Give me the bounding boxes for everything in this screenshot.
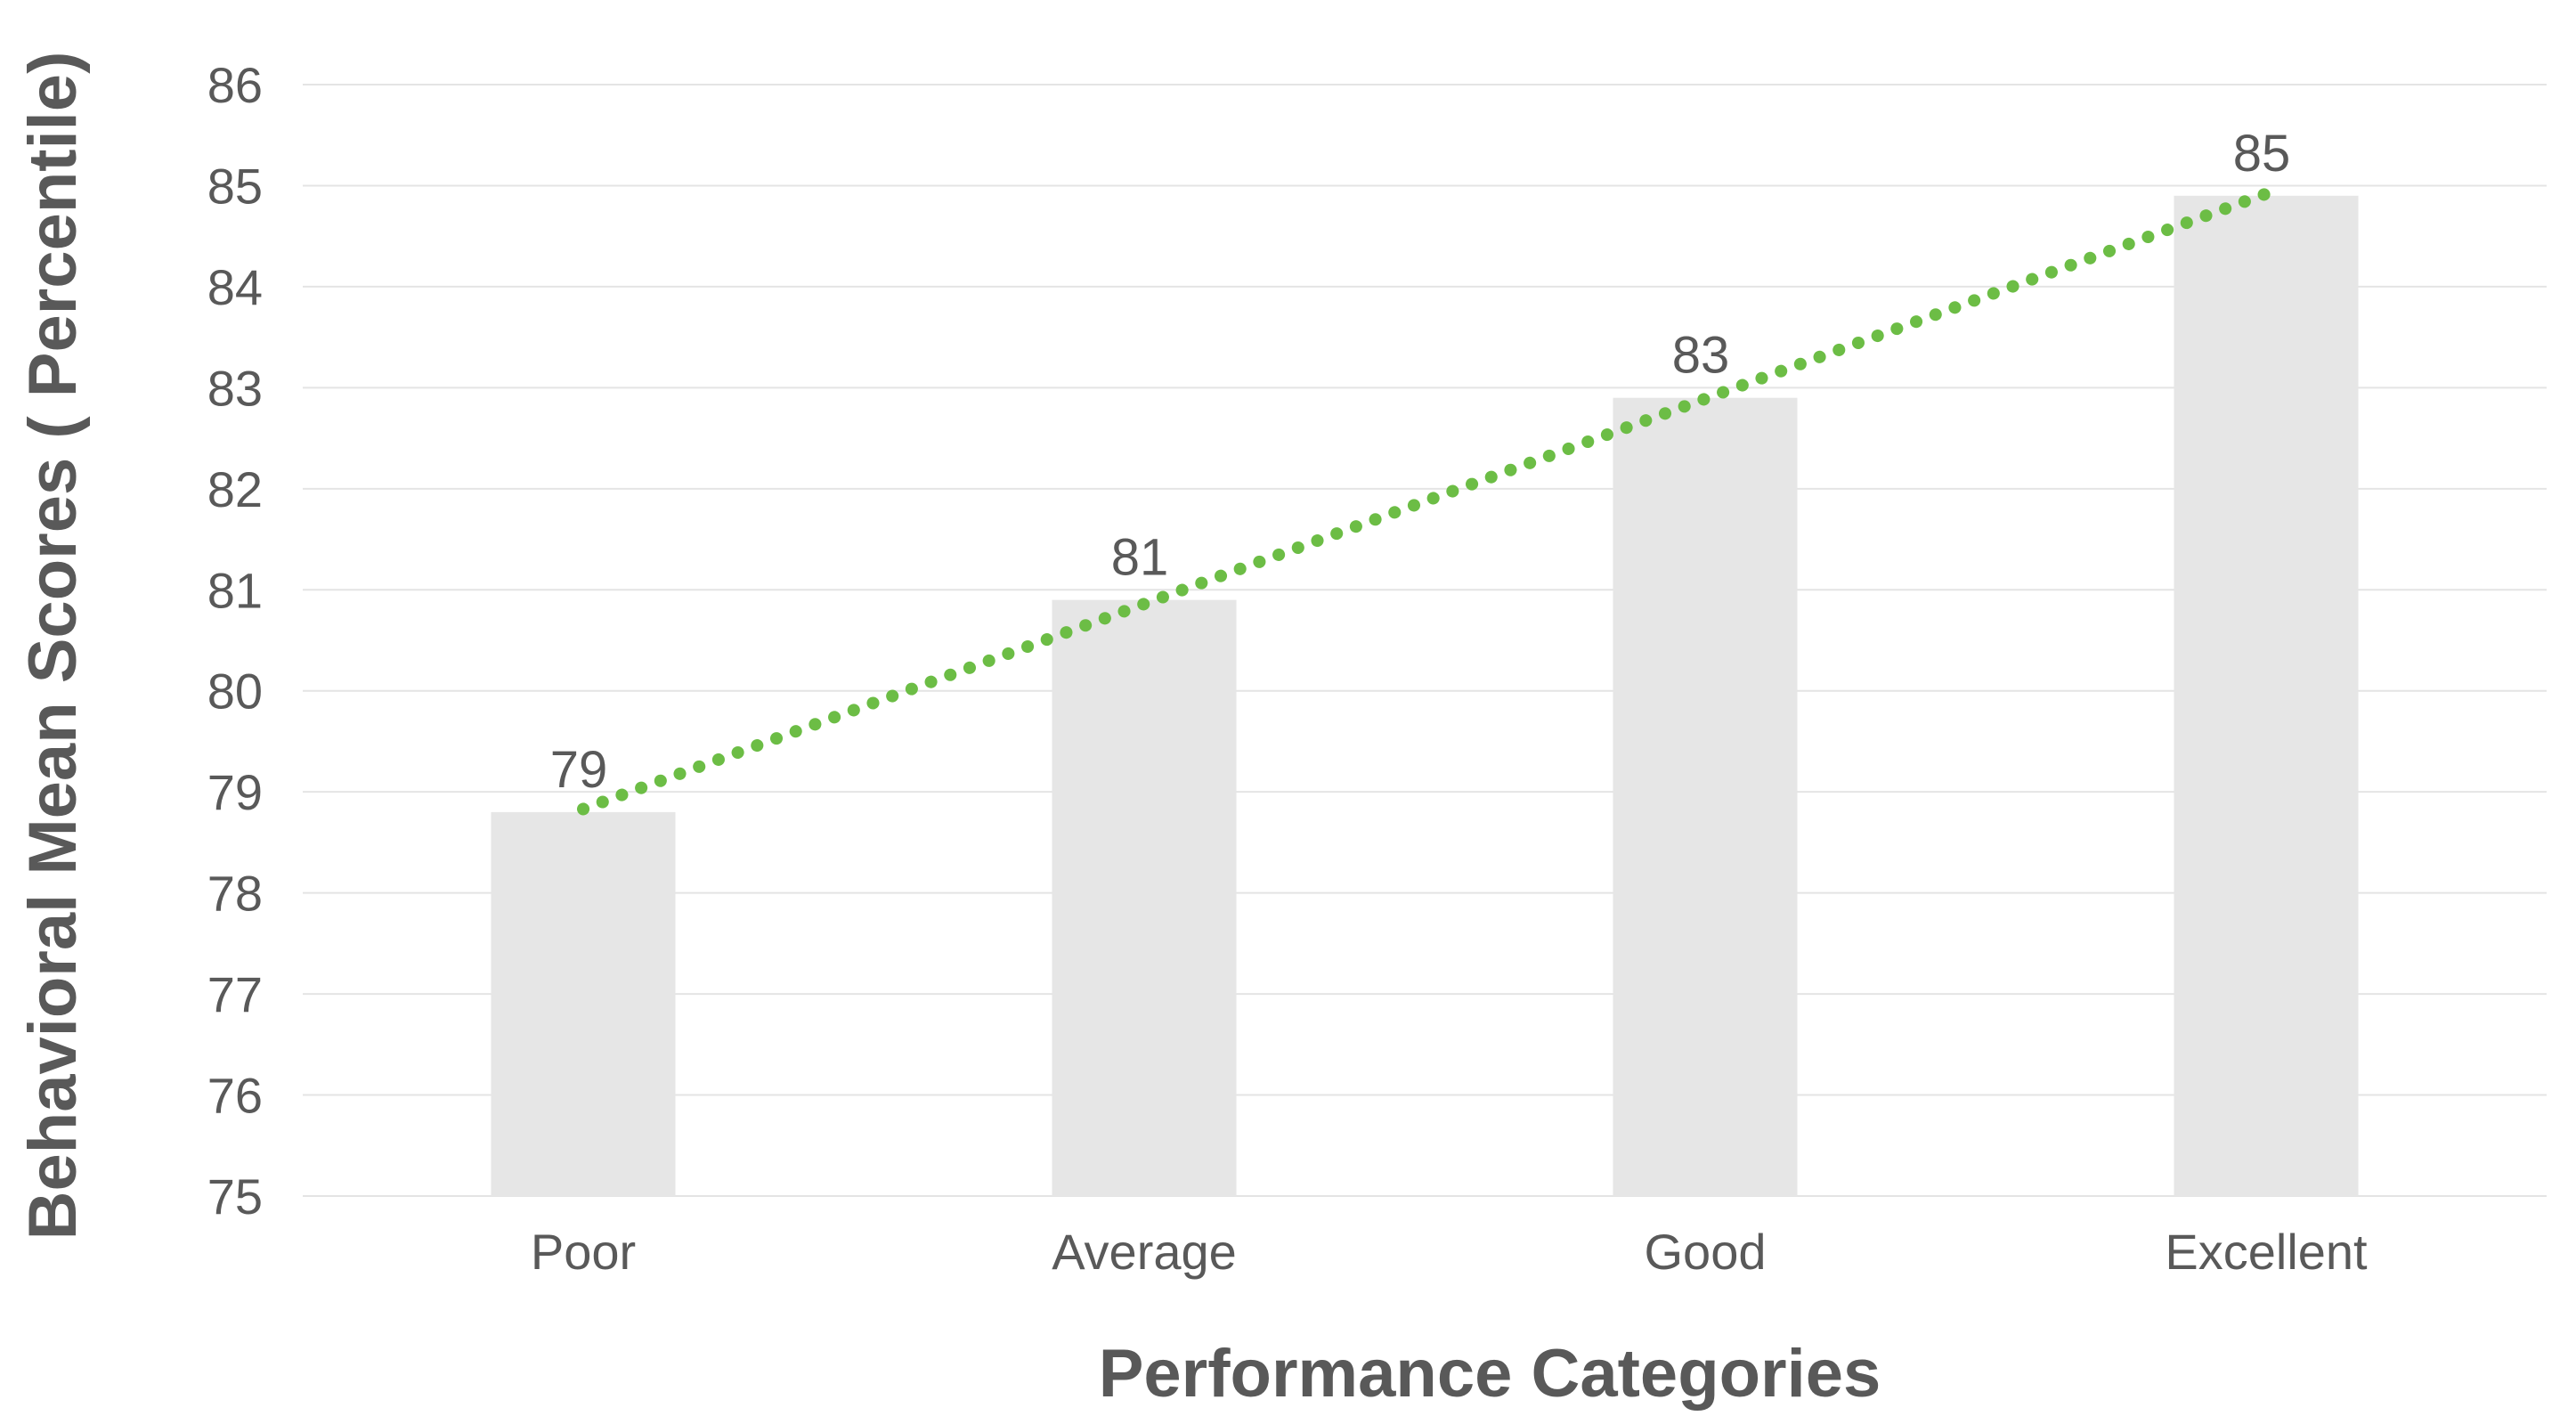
y-tick-label: 83 [207, 360, 263, 416]
y-tick-label: 81 [207, 562, 263, 618]
y-tick-label: 82 [207, 461, 263, 517]
x-tick-label: Excellent [2165, 1224, 2368, 1280]
y-tick-label: 85 [207, 158, 263, 214]
data-label: 79 [550, 741, 608, 799]
x-tick-label: Poor [531, 1224, 636, 1280]
y-tick-label: 84 [207, 259, 263, 315]
data-label: 81 [1111, 529, 1169, 587]
y-tick-label: 80 [207, 663, 263, 720]
x-axis-title: Performance Categories [1099, 1336, 1881, 1412]
bar-poor [491, 811, 676, 1196]
x-tick-label: Good [1645, 1224, 1767, 1280]
y-tick-label: 79 [207, 764, 263, 820]
x-tick-label: Average [1052, 1224, 1237, 1280]
x-axis-ticks: Poor Average Good Excellent [531, 1224, 2368, 1280]
data-label: 85 [2233, 125, 2291, 183]
y-tick-label: 77 [207, 966, 263, 1022]
y-axis-ticks: 75 76 77 78 79 80 81 82 83 84 85 86 [207, 57, 263, 1225]
data-labels: 79 81 83 85 [550, 125, 2291, 799]
bar-excellent [2174, 195, 2359, 1196]
bar-good [1613, 397, 1798, 1196]
y-tick-label: 78 [207, 866, 263, 922]
gridlines [303, 84, 2547, 1197]
bars [491, 195, 2359, 1196]
data-label: 83 [1672, 327, 1730, 385]
y-tick-label: 86 [207, 57, 263, 113]
bar-average [1052, 599, 1237, 1196]
y-axis-title: Behavioral Mean Scores ( Percentile) [15, 52, 91, 1241]
y-tick-label: 76 [207, 1068, 263, 1124]
y-tick-label: 75 [207, 1168, 263, 1225]
